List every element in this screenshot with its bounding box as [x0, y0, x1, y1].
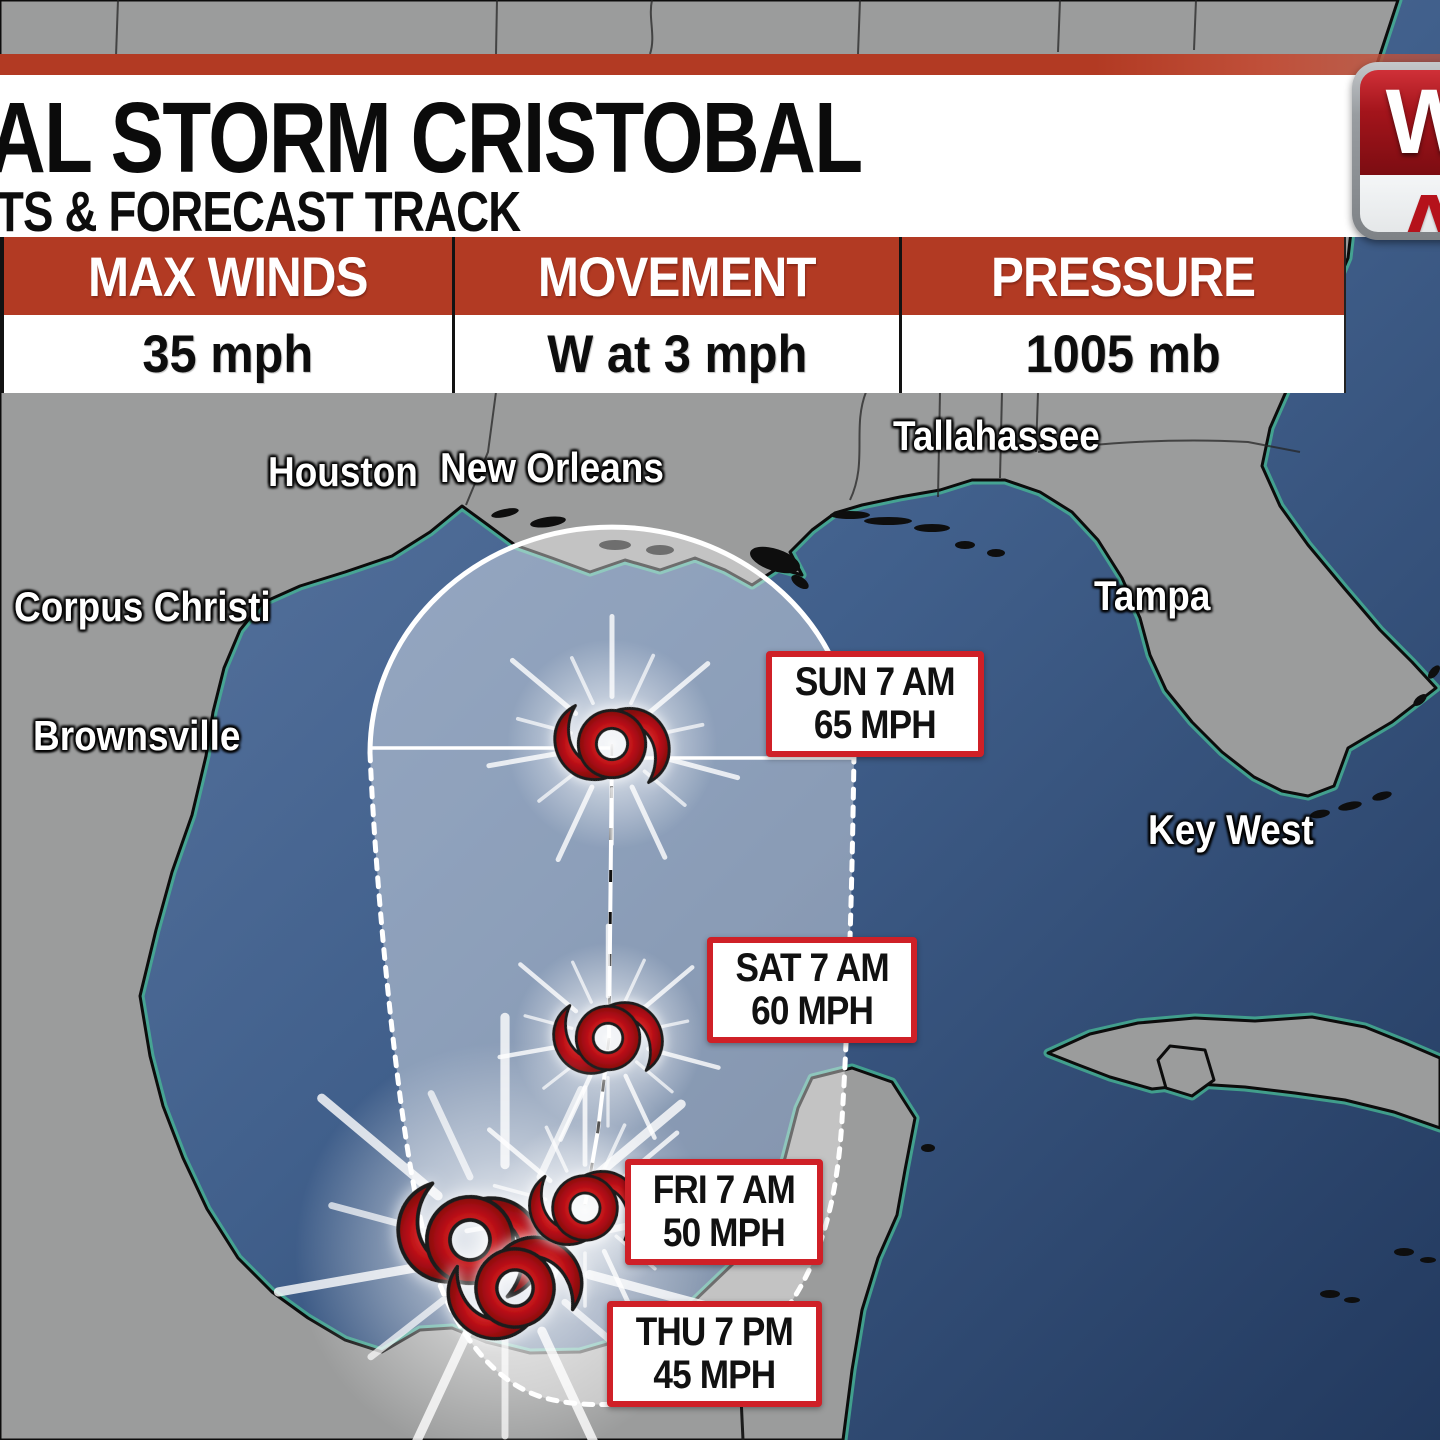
forecast-time: THU 7 PM — [635, 1310, 794, 1354]
forecast-wind: 60 MPH — [751, 989, 874, 1034]
logo-bottom-panel: A — [1360, 175, 1440, 232]
isla-juventud — [1156, 1044, 1216, 1098]
stat-header-label: PRESSURE — [990, 244, 1256, 308]
station-logo-inner: W A — [1360, 70, 1440, 232]
state-borders — [115, 0, 1301, 506]
logo-letter-a: A — [1395, 176, 1440, 232]
forecast-label-sat: SAT 7 AM 60 MPH — [707, 937, 918, 1044]
stat-header: MOVEMENT — [455, 237, 899, 315]
coastal-islands — [491, 508, 1440, 1303]
stat-value: 35 mph — [4, 315, 452, 393]
stat-value-text: W at 3 mph — [546, 324, 808, 384]
forecast-wind: 65 MPH — [813, 703, 937, 748]
cone-edge-solid — [367, 524, 857, 754]
forecast-wind: 50 MPH — [662, 1211, 786, 1256]
stat-header-label: MAX WINDS — [88, 244, 368, 308]
city-label-tampa: Tampa — [1094, 572, 1211, 619]
city-label-key-west: Key West — [1148, 806, 1314, 853]
forecast-time: SUN 7 AM — [794, 660, 956, 704]
stat-value: 1005 mb — [902, 315, 1344, 393]
city-label-brownsville: Brownsville — [33, 712, 241, 759]
city-label-houston: Houston — [268, 448, 418, 495]
stat-value: W at 3 mph — [455, 315, 899, 393]
forecast-time: SAT 7 AM — [735, 946, 889, 990]
stat-column-pressure: PRESSURE 1005 mb — [899, 237, 1346, 393]
city-label-corpus-christi: Corpus Christi — [14, 583, 271, 630]
station-logo: W A — [1352, 62, 1440, 240]
page-subtitle: TS & FORECAST TRACK — [0, 180, 521, 244]
forecast-label-sun: SUN 7 AM 65 MPH — [766, 651, 984, 758]
stat-value-text: 1005 mb — [1025, 324, 1221, 384]
forecast-label-thu: THU 7 PM 45 MPH — [607, 1301, 822, 1408]
city-label-new-orleans: New Orleans — [440, 444, 664, 491]
forecast-time: FRI 7 AM — [652, 1168, 796, 1212]
page-title: AL STORM CRISTOBAL — [0, 82, 863, 194]
forecast-wind: 45 MPH — [653, 1353, 776, 1398]
stat-column-movement: MOVEMENT W at 3 mph — [452, 237, 899, 393]
logo-letter-w: W — [1385, 71, 1440, 173]
cuba-land — [1046, 1015, 1440, 1130]
stat-value-text: 35 mph — [142, 324, 314, 384]
city-label-tallahassee: Tallahassee — [893, 412, 1100, 459]
stat-header: PRESSURE — [902, 237, 1344, 315]
header-red-strip — [0, 54, 1440, 75]
forecast-label-fri: FRI 7 AM 50 MPH — [625, 1159, 823, 1266]
logo-top-panel: W — [1360, 70, 1440, 175]
stat-column-max-winds: MAX WINDS 35 mph — [0, 237, 452, 393]
header-title-band: AL STORM CRISTOBAL TS & FORECAST TRACK — [0, 75, 1440, 244]
stat-header: MAX WINDS — [4, 237, 452, 315]
storm-stats-table: MAX WINDS 35 mph MOVEMENT W at 3 mph PRE… — [0, 237, 1346, 393]
stat-header-label: MOVEMENT — [538, 244, 817, 308]
